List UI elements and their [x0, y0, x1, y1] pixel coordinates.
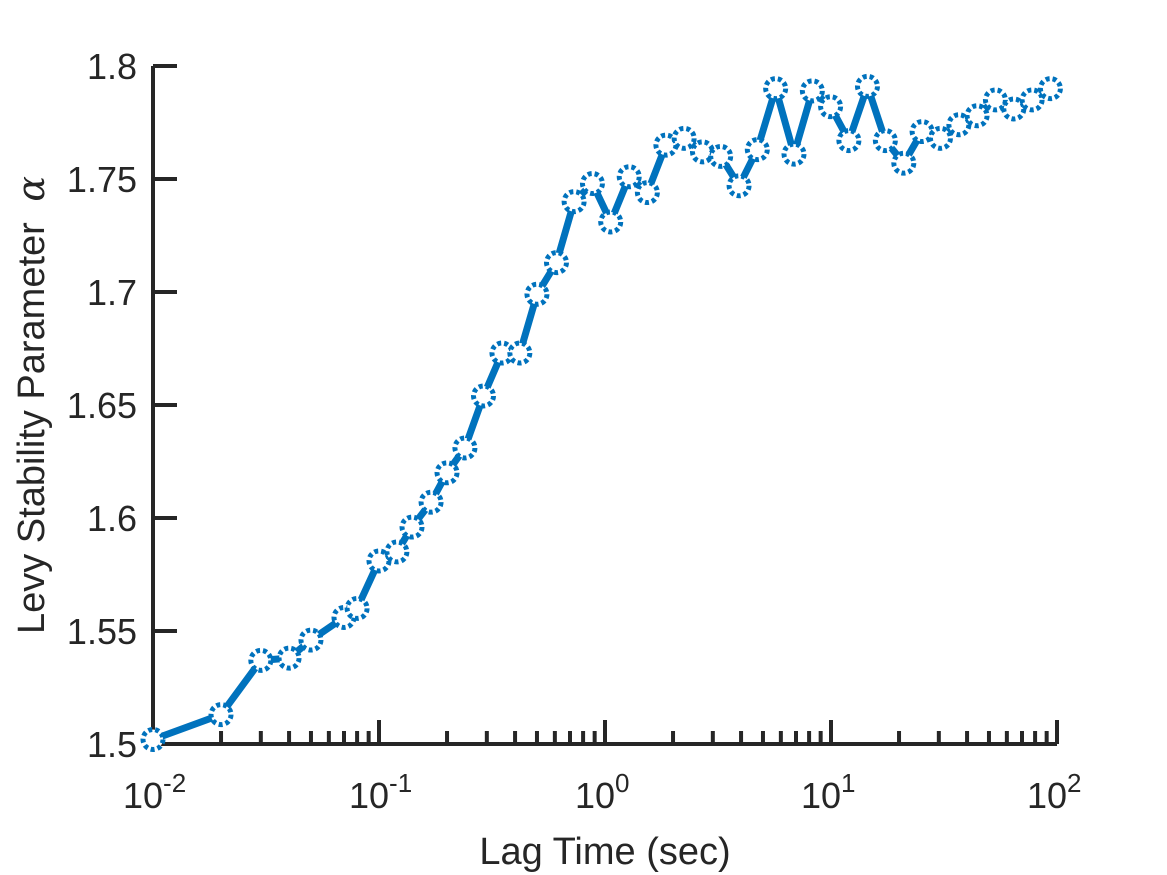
data-point — [836, 128, 862, 154]
data-point — [854, 73, 880, 99]
data-point — [964, 103, 990, 129]
data-point — [891, 150, 917, 176]
data-point — [763, 76, 789, 102]
data-point — [399, 514, 425, 540]
data-point — [140, 726, 166, 752]
y-tick-label: 1.65 — [67, 385, 137, 426]
ticks — [151, 64, 1059, 746]
data-point — [927, 125, 953, 151]
data-point — [616, 164, 642, 190]
y-axis-label: Levy Stability Parameter α — [9, 176, 53, 634]
data-point — [384, 539, 410, 565]
data-point — [872, 128, 898, 154]
y-axis-label-symbol: α — [9, 176, 53, 202]
data-point — [946, 112, 972, 138]
x-axis-label: Lag Time (sec) — [479, 831, 730, 873]
data-point — [524, 281, 550, 307]
data-point — [276, 645, 302, 671]
y-axis-label-text: Levy Stability Parameter — [11, 222, 53, 634]
data-point — [452, 435, 478, 461]
data-point — [344, 595, 370, 621]
y-tick-label: 1.75 — [67, 159, 137, 200]
data-point — [579, 171, 605, 197]
data-point — [799, 78, 825, 104]
data-point — [671, 125, 697, 151]
x-tick-label: 101 — [801, 768, 856, 816]
data-point — [1019, 87, 1045, 113]
data-point — [818, 94, 844, 120]
y-tick-label: 1.5 — [87, 724, 137, 765]
data-point — [726, 173, 752, 199]
x-tick-label: 100 — [575, 768, 630, 816]
y-tick-label: 1.6 — [87, 498, 137, 539]
data-point — [248, 647, 274, 673]
data-point — [781, 141, 807, 167]
data-point — [744, 137, 770, 163]
data-point — [418, 489, 444, 515]
data-point — [634, 180, 660, 206]
data-point — [434, 460, 460, 486]
y-tick-label: 1.8 — [87, 46, 137, 87]
data-point — [1037, 76, 1063, 102]
data-point — [561, 189, 587, 215]
y-tick-label: 1.7 — [87, 272, 137, 313]
x-tick-label: 10-2 — [123, 768, 186, 816]
series-group — [140, 73, 1063, 752]
axes — [151, 66, 1057, 746]
data-point — [208, 702, 234, 728]
data-point — [471, 383, 497, 409]
x-tick-label: 10-1 — [349, 768, 412, 816]
data-point — [598, 209, 624, 235]
y-tick-label: 1.55 — [67, 611, 137, 652]
x-tick-label: 102 — [1027, 768, 1082, 816]
tick-labels: 1.5 1.55 1.6 1.65 1.7 1.75 1.8 10-2 10-1 100 101 10… — [67, 46, 1082, 816]
data-point — [982, 87, 1008, 113]
data-point — [507, 340, 533, 366]
data-point — [298, 627, 324, 653]
data-point — [708, 143, 734, 169]
data-point — [543, 250, 569, 276]
